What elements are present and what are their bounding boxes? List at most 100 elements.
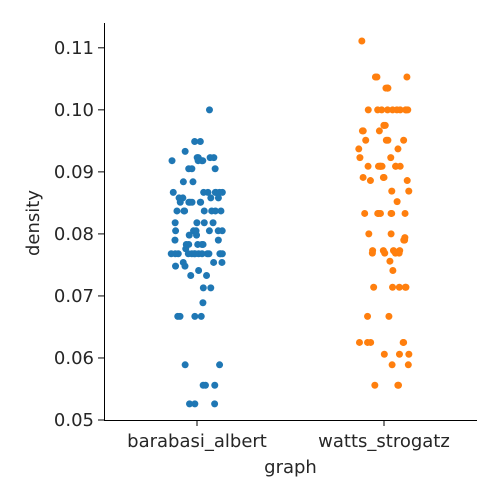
data-point-watts-strogatz bbox=[371, 381, 379, 389]
data-point-watts-strogatz bbox=[365, 230, 373, 238]
data-point-watts-strogatz bbox=[400, 136, 408, 144]
data-point-barabasi-albert bbox=[205, 106, 213, 114]
data-point-barabasi-albert bbox=[205, 250, 213, 258]
data-point-watts-strogatz bbox=[355, 338, 363, 346]
y-axis-title: density bbox=[23, 190, 44, 256]
data-point-barabasi-albert bbox=[216, 361, 224, 369]
data-point-watts-strogatz bbox=[405, 187, 413, 195]
data-point-watts-strogatz bbox=[395, 350, 403, 358]
data-point-barabasi-albert bbox=[195, 267, 203, 274]
data-point-watts-strogatz bbox=[403, 177, 411, 185]
data-point-watts-strogatz bbox=[387, 230, 395, 238]
data-point-watts-strogatz bbox=[389, 267, 397, 274]
data-point-barabasi-albert bbox=[200, 219, 208, 227]
data-point-barabasi-albert bbox=[181, 262, 189, 270]
data-point-watts-strogatz bbox=[386, 257, 394, 265]
data-point-watts-strogatz bbox=[359, 173, 367, 181]
data-point-watts-strogatz bbox=[366, 177, 374, 185]
data-point-barabasi-albert bbox=[198, 250, 206, 258]
data-point-barabasi-albert bbox=[168, 157, 176, 165]
data-point-barabasi-albert bbox=[169, 188, 177, 196]
data-point-barabasi-albert bbox=[211, 381, 219, 389]
data-point-barabasi-albert bbox=[209, 219, 217, 227]
data-point-barabasi-albert bbox=[181, 207, 189, 215]
data-point-watts-strogatz bbox=[368, 249, 376, 257]
y-tick-label: 0.08 bbox=[54, 224, 94, 245]
data-point-watts-strogatz bbox=[358, 127, 366, 135]
data-point-barabasi-albert bbox=[185, 231, 193, 239]
data-point-barabasi-albert bbox=[191, 312, 199, 320]
data-point-barabasi-albert bbox=[176, 198, 184, 206]
data-point-barabasi-albert bbox=[179, 178, 187, 186]
data-point-watts-strogatz bbox=[381, 249, 389, 257]
data-point-watts-strogatz bbox=[356, 154, 364, 162]
data-point-watts-strogatz bbox=[362, 136, 370, 144]
data-point-barabasi-albert bbox=[194, 240, 202, 248]
data-point-watts-strogatz bbox=[387, 154, 395, 162]
x-axis-ticks: barabasi_albert watts_strogatz bbox=[127, 420, 450, 452]
data-point-watts-strogatz bbox=[395, 249, 403, 257]
data-point-barabasi-albert bbox=[172, 227, 180, 235]
data-point-barabasi-albert bbox=[211, 207, 219, 215]
y-tick-label: 0.05 bbox=[54, 410, 94, 431]
data-point-barabasi-albert bbox=[207, 284, 215, 292]
data-point-watts-strogatz bbox=[355, 145, 363, 153]
data-point-barabasi-albert bbox=[197, 198, 205, 206]
data-point-watts-strogatz bbox=[384, 84, 392, 92]
data-point-watts-strogatz bbox=[382, 136, 390, 144]
data-point-barabasi-albert bbox=[188, 198, 196, 206]
data-point-barabasi-albert bbox=[205, 227, 213, 235]
data-point-watts-strogatz bbox=[380, 121, 388, 129]
data-point-watts-strogatz bbox=[385, 312, 393, 320]
x-axis-title: graph bbox=[264, 457, 317, 478]
data-point-barabasi-albert bbox=[210, 258, 218, 266]
x-tick-label: barabasi_albert bbox=[127, 431, 267, 452]
data-point-watts-strogatz bbox=[395, 283, 403, 291]
data-point-barabasi-albert bbox=[214, 194, 222, 202]
data-point-barabasi-albert bbox=[199, 284, 207, 292]
data-point-watts-strogatz bbox=[395, 381, 402, 389]
y-tick-label: 0.09 bbox=[54, 162, 94, 183]
data-point-watts-strogatz bbox=[364, 106, 372, 114]
data-point-watts-strogatz bbox=[388, 361, 396, 369]
data-point-watts-strogatz bbox=[364, 312, 372, 320]
data-point-watts-strogatz bbox=[404, 361, 412, 369]
data-point-watts-strogatz bbox=[403, 73, 411, 81]
data-point-barabasi-albert bbox=[184, 250, 192, 258]
data-point-watts-strogatz bbox=[370, 283, 378, 291]
data-point-barabasi-albert bbox=[206, 154, 214, 162]
data-point-watts-strogatz bbox=[371, 73, 379, 81]
data-point-watts-strogatz bbox=[379, 173, 387, 181]
data-point-barabasi-albert bbox=[191, 137, 199, 145]
y-tick-label: 0.10 bbox=[54, 100, 94, 121]
y-tick-label: 0.11 bbox=[54, 38, 94, 59]
data-point-barabasi-albert bbox=[185, 165, 193, 173]
data-point-barabasi-albert bbox=[211, 400, 219, 408]
data-point-watts-strogatz bbox=[374, 209, 382, 217]
data-point-barabasi-albert bbox=[218, 250, 226, 258]
data-point-barabasi-albert bbox=[218, 258, 226, 266]
data-point-barabasi-albert bbox=[211, 165, 219, 173]
data-point-barabasi-albert bbox=[171, 236, 179, 244]
data-point-barabasi-albert bbox=[199, 299, 207, 307]
data-point-barabasi-albert bbox=[187, 271, 195, 279]
data-point-barabasi-albert bbox=[173, 207, 181, 215]
data-point-barabasi-albert bbox=[214, 236, 222, 244]
data-point-watts-strogatz bbox=[405, 350, 413, 358]
data-point-barabasi-albert bbox=[186, 400, 194, 408]
y-tick-label: 0.06 bbox=[54, 348, 94, 369]
data-point-barabasi-albert bbox=[193, 231, 201, 239]
data-point-barabasi-albert bbox=[200, 188, 208, 196]
data-point-watts-strogatz bbox=[396, 162, 404, 170]
data-point-watts-strogatz bbox=[389, 283, 397, 291]
data-point-watts-strogatz bbox=[399, 338, 407, 346]
data-point-barabasi-albert bbox=[216, 188, 224, 196]
data-point-barabasi-albert bbox=[167, 250, 175, 258]
data-point-barabasi-albert bbox=[201, 381, 209, 389]
data-point-barabasi-albert bbox=[172, 262, 180, 270]
data-point-watts-strogatz bbox=[402, 106, 410, 114]
data-point-watts-strogatz bbox=[380, 350, 388, 358]
data-point-watts-strogatz bbox=[375, 127, 383, 135]
data-point-barabasi-albert bbox=[196, 137, 204, 145]
data-point-watts-strogatz bbox=[393, 198, 401, 206]
